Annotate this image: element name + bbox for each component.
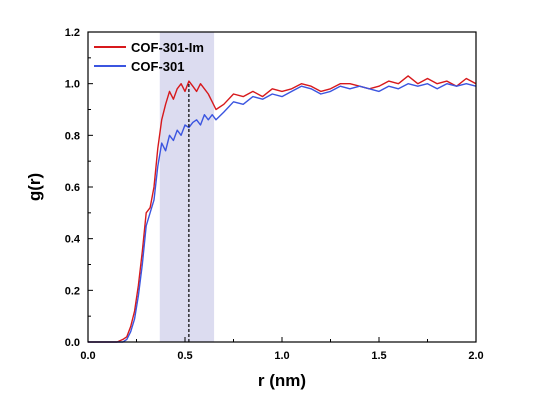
legend-label-cof-301: COF-301 (131, 59, 184, 74)
series-layer (88, 75, 477, 343)
x-tick-label: 0.0 (80, 350, 95, 362)
highlight-region (159, 32, 215, 342)
legend-label-cof-301-im: COF-301-Im (131, 40, 204, 55)
y-tick-label: 0.6 (65, 182, 80, 194)
ticks-layer: 0.0 0.5 1.0 1.5 2.0 0.0 0.2 0.4 0.6 0.8 1.0 1.2 (65, 27, 484, 362)
x-tick-label: 2.0 (468, 350, 483, 362)
y-tick-label: 0.4 (65, 234, 81, 246)
y-tick-label: 0.0 (65, 337, 80, 349)
x-axis-title: r (nm) (258, 371, 306, 390)
y-tick-label: 0.2 (65, 285, 80, 297)
legend: COF-301-Im COF-301 (94, 40, 204, 74)
x-tick-label: 0.5 (177, 350, 192, 362)
series-line-1 (88, 82, 477, 343)
x-tick-label: 1.5 (371, 350, 386, 362)
y-axis-title: g(r) (25, 173, 44, 201)
y-tick-label: 0.8 (65, 130, 80, 142)
y-tick-label: 1.0 (65, 79, 80, 91)
y-tick-label: 1.2 (65, 27, 80, 39)
x-tick-label: 1.0 (274, 350, 289, 362)
series-line-0 (88, 75, 477, 343)
